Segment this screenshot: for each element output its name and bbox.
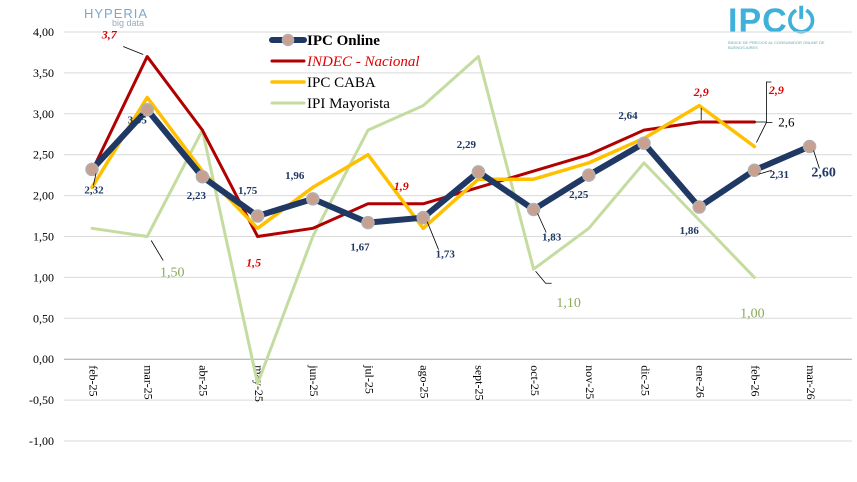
label-leader [754, 81, 772, 123]
ipc-online-data-label: 3,05 [128, 115, 148, 127]
ipc-online-data-label: 1,75 [238, 185, 258, 197]
ipc-online-data-label: 2,23 [187, 190, 207, 202]
label-leader [139, 113, 144, 117]
label-leader [535, 270, 552, 284]
ipc-online-data-label: 2,60 [811, 166, 836, 181]
ipc-caba-data-label: 2,6 [778, 115, 795, 130]
hyperia-logo: HYPERIA big data [84, 6, 148, 28]
hyperia-logo-sub: big data [112, 18, 145, 28]
x-tick-label: feb-25 [86, 365, 100, 396]
y-axis: 4,00 3,50 3,00 2,50 2,00 1,50 1,00 0,50 0,00 -0,5… [29, 25, 54, 448]
series-group [85, 55, 817, 386]
ipc-online-marker [692, 200, 706, 214]
y-tick-label: 0,00 [33, 352, 54, 366]
ipc-online-data-label: 1,73 [436, 249, 456, 261]
ipi-data-label: 1,00 [740, 306, 765, 321]
ipc-online-data-label: 1,83 [542, 232, 562, 244]
x-tick-label: jul-25 [362, 364, 376, 394]
x-tick-label: mar-26 [804, 365, 818, 399]
ipco-logo-tagline: ÍNDICE DE PRECIOS AL CONSUMIDOR ONLINE D… [728, 40, 825, 50]
x-tick-label: feb-26 [749, 365, 763, 396]
ipco-logo-name: IPC⏻ [728, 2, 816, 40]
ipc-online-data-label: 1,67 [350, 242, 370, 254]
label-leader [93, 173, 97, 186]
legend-label: IPC CABA [307, 75, 376, 91]
ipc-online-marker [361, 215, 375, 230]
hyperia-logo-name: HYPERIA [84, 6, 149, 21]
ipc-online-marker [416, 210, 430, 225]
y-tick-label: 2,00 [33, 189, 54, 203]
ipc-online-data-label: 2,29 [457, 139, 477, 151]
ipc-online-marker [747, 163, 762, 177]
indec-data-label: 2,9 [693, 85, 709, 99]
label-leader [813, 150, 820, 169]
legend-label: INDEC - Nacional [306, 54, 420, 70]
ipc-online-data-label: 2,31 [770, 169, 789, 181]
label-leader [150, 240, 164, 261]
x-tick-label: dic-25 [638, 365, 652, 396]
legend-label: IPI Mayorista [307, 96, 390, 112]
y-tick-label: 1,50 [33, 230, 54, 244]
series-line-ipc-online [89, 106, 813, 226]
label-leader [756, 122, 773, 143]
x-tick-label: mar-25 [141, 365, 155, 399]
x-tick-label: jun-25 [307, 364, 321, 396]
y-tick-label: 0,50 [33, 311, 54, 325]
ipc-online-marker [802, 139, 817, 154]
ipc-online-data-label: 2,32 [84, 184, 104, 196]
label-leader [426, 221, 439, 250]
x-tick-label: sept-25 [473, 365, 487, 400]
ipc-online-marker [637, 136, 651, 150]
ipi-data-label: 1,10 [556, 296, 581, 311]
ipc-online-marker [306, 192, 320, 206]
x-tick-label: nov-25 [583, 365, 597, 399]
indec-data-label: 1,5 [246, 256, 261, 270]
ipc-online-data-label: 2,25 [569, 189, 589, 201]
ipc-online-data-label: 1,86 [680, 225, 700, 237]
x-tick-label: abr-25 [197, 365, 211, 396]
ipc-online-marker [526, 202, 541, 217]
ipc-online-marker [140, 102, 154, 117]
indec-data-label: 1,9 [394, 179, 409, 193]
power-icon: ⏻ [787, 2, 816, 40]
y-tick-label: 2,50 [33, 148, 54, 162]
label-leader [758, 169, 773, 175]
ipc-online-data-label: 1,96 [285, 170, 305, 182]
x-tick-label: ago-25 [417, 365, 431, 398]
label-leader [123, 46, 144, 55]
ipco-logo: IPC⏻ ÍNDICE DE PRECIOS AL CONSUMIDOR ONL… [728, 2, 848, 50]
ipc-online-marker [85, 162, 99, 177]
y-tick-label: 1,00 [33, 270, 54, 284]
series-line-indec-nacional [90, 55, 756, 238]
indec-data-label: 3,7 [101, 28, 118, 42]
label-leader [537, 213, 547, 233]
ipc-online-marker [582, 168, 596, 182]
ipi-data-label: 1,50 [160, 266, 185, 281]
indec-data-label: 2,9 [768, 83, 784, 97]
x-tick-label: oct-25 [528, 365, 542, 396]
gridlines [64, 31, 852, 442]
ipc-online-marker [471, 165, 486, 179]
y-tick-label: -0,50 [29, 393, 54, 407]
ipc-online-marker [250, 209, 265, 223]
y-tick-label: 3,00 [33, 107, 54, 121]
x-tick-label: ene-26 [693, 365, 707, 398]
legend: IPC Online INDEC - Nacional IPC CABA IPI Ma… [269, 33, 420, 112]
y-tick-label: 4,00 [33, 25, 54, 39]
x-axis: feb-25 mar-25 abr-25 may-25 jun-25 jul-25 ago-… [86, 364, 818, 402]
legend-marker [281, 33, 295, 47]
y-tick-label: -1,00 [29, 434, 54, 448]
ipc-online-data-label: 2,64 [618, 110, 638, 122]
data-labels: 2,32 3,05 2,23 1,75 1,96 1,67 1,73 2,29 1,83 2,25… [84, 28, 835, 322]
legend-label: IPC Online [307, 33, 380, 49]
ipc-online-marker [195, 170, 210, 184]
y-tick-label: 3,50 [33, 66, 54, 80]
